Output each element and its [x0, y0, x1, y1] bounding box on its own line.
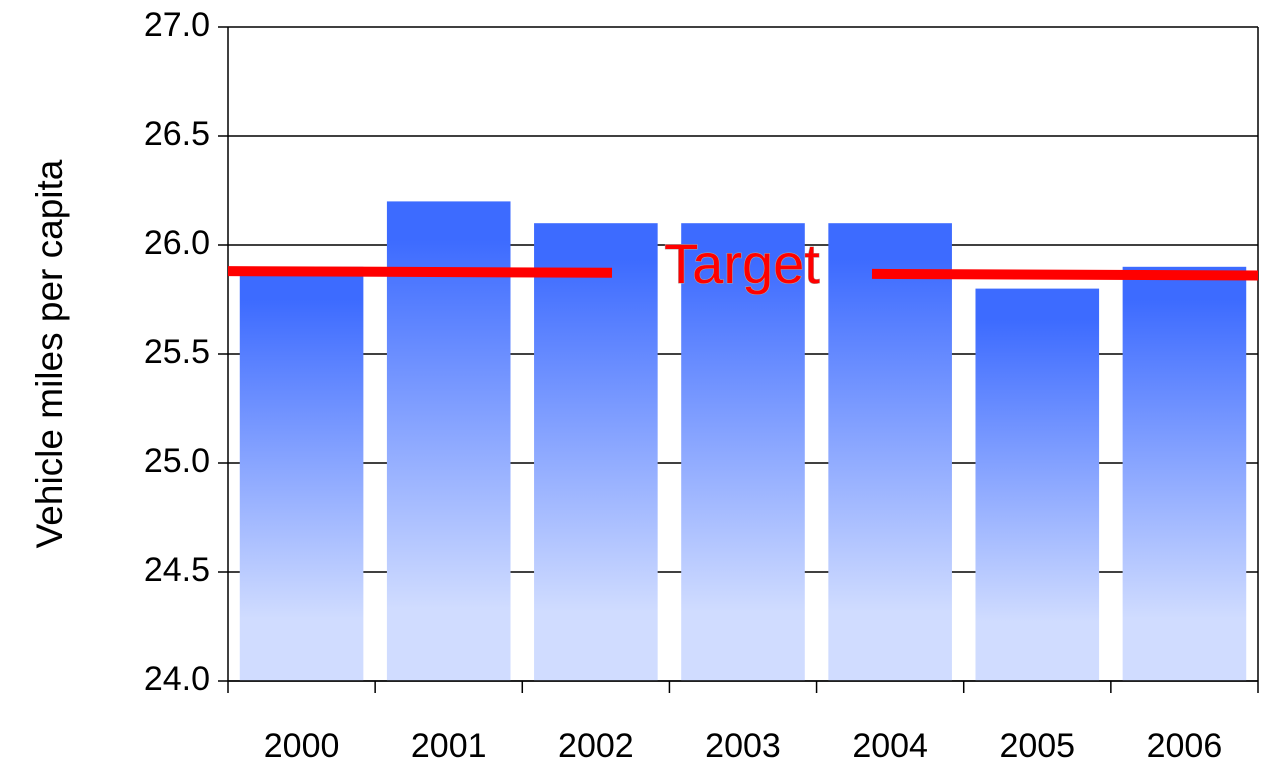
bar [1122, 266, 1247, 681]
bar [386, 201, 511, 681]
x-tick-label: 2004 [852, 727, 928, 765]
x-tick-label: 2006 [1147, 727, 1223, 765]
target-label: Target [664, 232, 820, 295]
y-tick-label: 25.0 [144, 442, 210, 480]
bar [828, 223, 952, 681]
bar [975, 288, 1100, 681]
bar [239, 266, 364, 681]
y-axis-label: Vehicle miles per capita [29, 159, 70, 548]
target-line [227, 266, 1259, 281]
y-tick-label: 26.0 [144, 224, 210, 262]
y-tick-label: 25.5 [144, 333, 210, 371]
x-tick-label: 2003 [705, 727, 781, 765]
x-tick-label: 2001 [411, 727, 487, 765]
x-tick-label: 2000 [264, 727, 340, 765]
bar [534, 223, 658, 681]
bar [681, 223, 805, 681]
y-tick-label: 26.5 [144, 115, 210, 153]
x-tick-label: 2002 [558, 727, 634, 765]
y-tick-label: 24.0 [144, 660, 210, 698]
x-tick-label: 2005 [999, 727, 1075, 765]
y-tick-label: 27.0 [144, 6, 210, 44]
y-tick-label: 24.5 [144, 551, 210, 589]
